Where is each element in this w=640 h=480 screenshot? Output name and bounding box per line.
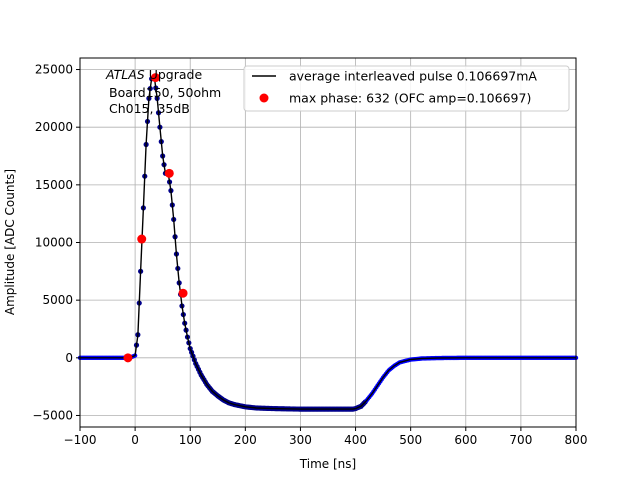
max-phase-point <box>164 168 174 178</box>
x-tick-label: 100 <box>179 433 202 447</box>
max-phase-point <box>123 353 133 363</box>
x-axis-ticks: −100 0 100 200 300 400 500 600 700 800 <box>64 427 588 447</box>
y-tick-label: 15000 <box>35 178 73 192</box>
max-phase-point <box>151 73 161 83</box>
y-tick-label: 25000 <box>35 63 73 77</box>
y-axis-label: Amplitude [ADC Counts] <box>3 169 17 315</box>
legend-label-average: average interleaved pulse 0.106697mA <box>289 69 537 84</box>
x-tick-label: −100 <box>64 433 97 447</box>
legend-box <box>243 65 570 112</box>
x-tick-label: 200 <box>234 433 257 447</box>
x-axis-label: Time [ns] <box>299 457 356 471</box>
y-tick-label: 20000 <box>35 120 73 134</box>
y-tick-label: 0 <box>65 351 73 365</box>
svg-text:ATLAS Upgrade: ATLAS Upgrade <box>105 67 202 82</box>
max-phase-markers <box>123 73 188 363</box>
y-tick-label: 10000 <box>35 236 73 250</box>
atlas-annotation: ATLAS Upgrade Board150, 50ohm Ch015, 35d… <box>105 67 221 116</box>
x-tick-label: 0 <box>131 433 139 447</box>
x-tick-label: 600 <box>454 433 477 447</box>
max-phase-point <box>137 234 147 244</box>
annotation-board: Board150, 50ohm <box>109 85 221 100</box>
legend-marker-swatch <box>259 93 269 103</box>
y-tick-label: 5000 <box>42 293 73 307</box>
x-tick-label: 500 <box>399 433 422 447</box>
max-phase-point <box>178 288 188 298</box>
annotation-atlas: ATLAS <box>105 67 145 82</box>
average-pulse-line <box>80 76 576 410</box>
x-tick-label: 300 <box>289 433 312 447</box>
x-tick-label: 700 <box>509 433 532 447</box>
legend: average interleaved pulse 0.106697mA max… <box>243 65 570 112</box>
annotation-upgrade: Upgrade <box>145 67 203 82</box>
annotation-channel: Ch015, 35dB <box>109 101 190 116</box>
x-tick-label: 400 <box>344 433 367 447</box>
legend-label-max-phase: max phase: 632 (OFC amp=0.106697) <box>289 91 531 106</box>
x-tick-label: 800 <box>565 433 588 447</box>
y-axis-ticks: −5000 0 5000 10000 15000 20000 25000 <box>32 63 80 422</box>
y-tick-label: −5000 <box>32 408 73 422</box>
